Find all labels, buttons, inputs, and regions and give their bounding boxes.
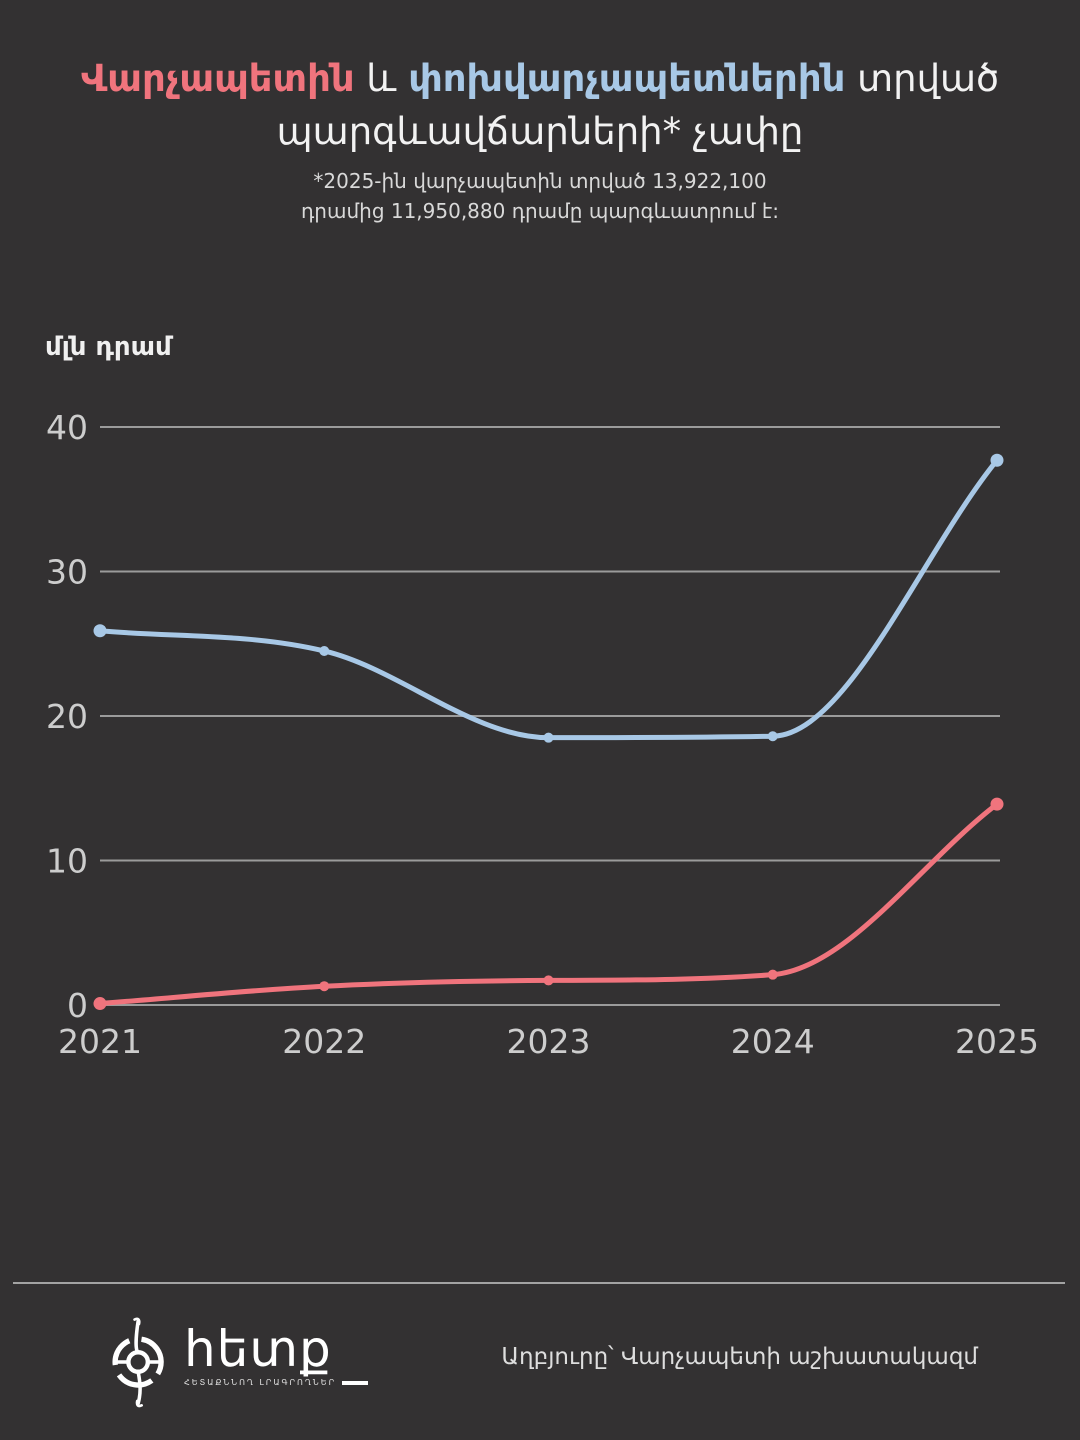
- title-connector: և: [354, 57, 409, 100]
- data-point: [93, 624, 107, 638]
- logo-underline-bar: [342, 1380, 369, 1385]
- data-point: [767, 969, 778, 980]
- footnote: *2025-ին վարչապետին տրված 13,922,100 դրա…: [0, 166, 1080, 226]
- x-tick-label: 2021: [58, 1022, 142, 1061]
- x-tick-label: 2025: [955, 1022, 1039, 1061]
- hetq-logo: հետք ՀԵՏԱՔՆՆՈՂ ԼՐԱԳՐՈՂՆԵՐ: [108, 1316, 369, 1408]
- series-line-0: [97, 801, 1000, 1007]
- chart-title: Վարչապետին և փոխվարչապետներին տրված պարգ…: [0, 52, 1080, 158]
- data-point: [543, 732, 554, 743]
- series-line-1: [97, 457, 1000, 741]
- logo-wordmark: հետք: [184, 1320, 332, 1378]
- y-tick-label: 30: [46, 553, 88, 592]
- data-point: [990, 453, 1004, 467]
- title-line2: պարգևավճարների* չափը: [276, 110, 804, 153]
- data-point: [543, 975, 554, 986]
- footer-divider: [13, 1282, 1065, 1284]
- title-pm-word: Վարչապետին: [80, 57, 355, 100]
- data-point: [767, 731, 778, 742]
- title-deputies-word: փոխվարչապետներին: [408, 57, 846, 100]
- x-tick-label: 2022: [282, 1022, 366, 1061]
- compass-logo-icon: [112, 1317, 164, 1408]
- y-tick-label: 10: [46, 842, 88, 881]
- data-point: [93, 997, 107, 1011]
- y-tick-label: 40: [46, 408, 88, 447]
- y-axis-unit-label: մլն դրամ: [45, 332, 172, 362]
- logo-text-block: հետք ՀԵՏԱՔՆՆՈՂ ԼՐԱԳՐՈՂՆԵՐ: [184, 1320, 369, 1387]
- data-point: [319, 981, 330, 992]
- footnote-line1: *2025-ին վարչապետին տրված 13,922,100: [313, 169, 767, 193]
- y-tick-label: 20: [46, 697, 88, 736]
- data-point: [319, 645, 330, 656]
- footnote-line2: դրամից 11,950,880 դրամը պարգևատրում է:: [301, 199, 779, 223]
- data-point: [990, 797, 1004, 811]
- title-tail: տրված: [845, 57, 1000, 100]
- source-text: Աղբյուրը՝ Վարչապետի աշխատակազմ: [501, 1344, 978, 1370]
- x-tick-label: 2024: [731, 1022, 815, 1061]
- x-tick-label: 2023: [507, 1022, 591, 1061]
- line-chart: 0 10 20 30 40 2021 2022 2023 2024 2025: [46, 408, 1039, 1061]
- logo-tagline: ՀԵՏԱՔՆՆՈՂ ԼՐԱԳՐՈՂՆԵՐ: [184, 1378, 337, 1387]
- y-tick-label: 0: [67, 986, 88, 1025]
